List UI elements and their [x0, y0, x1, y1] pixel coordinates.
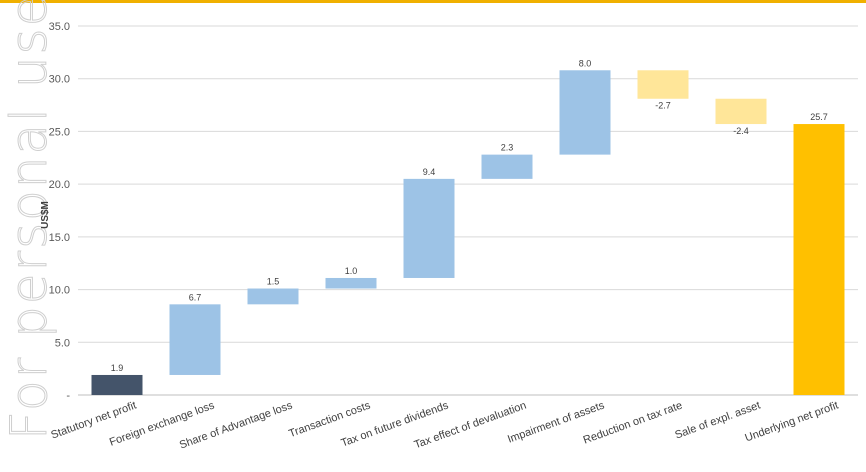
y-axis-title: US$M: [40, 201, 51, 229]
y-tick-label: 15.0: [49, 232, 70, 244]
data-label: 1.0: [345, 266, 358, 276]
bar-1: [91, 374, 143, 395]
y-tick-label: 20.0: [49, 179, 70, 191]
data-label: -2.4: [733, 126, 749, 136]
bar-4: [325, 277, 377, 289]
data-label: 25.7: [810, 112, 828, 122]
bar-8: [637, 70, 689, 99]
y-tick-label: 35.0: [49, 21, 70, 33]
y-tick-label: 5.0: [55, 337, 70, 349]
data-label: 1.5: [267, 277, 280, 287]
watermark-text: For personal use only: [0, 0, 58, 440]
bar-2: [169, 304, 221, 375]
header-rule: [0, 0, 866, 3]
data-label: -2.7: [655, 101, 671, 111]
bar-6: [481, 154, 533, 179]
bar-9: [715, 98, 767, 125]
y-tick-label: 30.0: [49, 74, 70, 86]
bar-7: [559, 70, 611, 155]
data-label: 9.4: [423, 167, 436, 177]
y-axis-ticks: - 5.0 10.0 15.0 20.0 25.0 30.0 35.0: [49, 21, 71, 402]
data-labels: 1.9 6.7 1.5 1.0 9.4 2.3 8.0 -2.7 -2.4 25.7: [111, 58, 828, 373]
data-label: 2.3: [501, 143, 514, 153]
bar-10: [793, 124, 845, 395]
watermark: For personal use only: [0, 0, 59, 441]
data-label: 1.9: [111, 363, 124, 373]
bars: [91, 70, 845, 395]
y-tick-label: 10.0: [49, 285, 70, 297]
y-tick-label: -: [66, 390, 70, 402]
y-tick-label: 25.0: [49, 126, 70, 138]
bar-3: [247, 288, 299, 305]
bar-5: [403, 178, 455, 278]
data-label: 8.0: [579, 58, 592, 68]
data-label: 6.7: [189, 292, 202, 302]
